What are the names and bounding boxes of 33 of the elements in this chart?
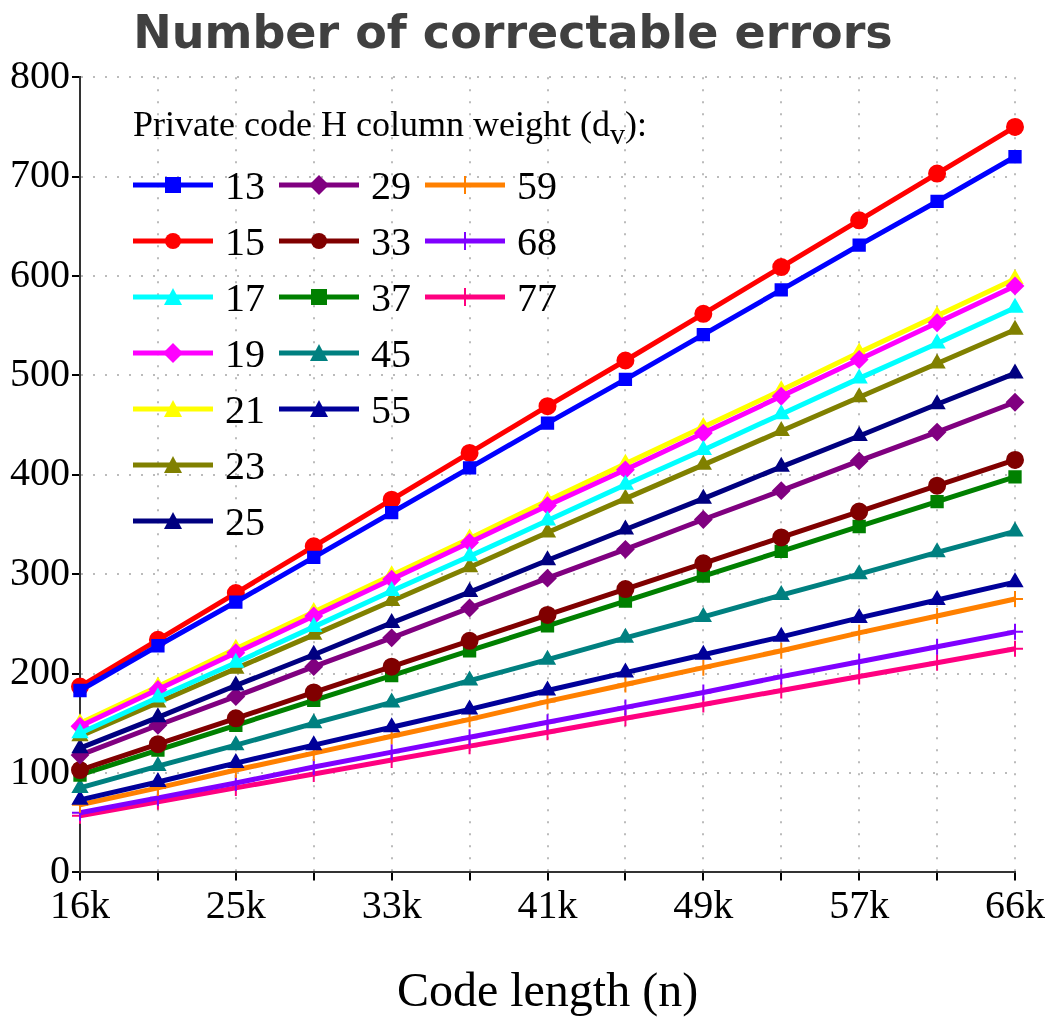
legend-label: 19 — [225, 329, 265, 377]
y-tick-label: 700 — [10, 151, 70, 197]
y-tick-label: 300 — [10, 548, 70, 594]
legend-label: 55 — [371, 385, 411, 433]
x-tick-label: 66k — [985, 881, 1045, 927]
y-tick-label: 800 — [10, 51, 70, 97]
x-tick-label: 33k — [361, 881, 422, 927]
y-tick-label: 500 — [10, 349, 70, 395]
legend-label: 59 — [517, 161, 557, 209]
x-axis-title: Code length (n) — [396, 962, 699, 1017]
legend-label: 25 — [225, 497, 265, 545]
legend-title: Private code H column weight (d$_{v}$): — [133, 103, 647, 152]
legend-label: 37 — [371, 273, 411, 321]
legend-label: 33 — [371, 217, 411, 265]
legend-label: 21 — [225, 385, 265, 433]
x-tick-label: 41k — [517, 881, 578, 927]
y-tick-label: 400 — [10, 449, 70, 495]
y-tick-label: 0 — [50, 846, 70, 892]
legend-label: 13 — [225, 161, 265, 209]
legend-label: 17 — [225, 273, 265, 321]
legend-label: 45 — [371, 329, 411, 377]
x-tick-label: 25k — [205, 881, 266, 927]
legend-label: 23 — [225, 441, 265, 489]
legend-label: 77 — [517, 273, 557, 321]
y-tick-label: 200 — [10, 648, 70, 694]
legend-label: 15 — [225, 217, 265, 265]
x-tick-label: 57k — [829, 881, 890, 927]
y-tick-label: 100 — [10, 747, 70, 793]
legend-label: 68 — [517, 217, 557, 265]
chart-title: Number of correctable errors — [133, 4, 893, 59]
legend-label: 29 — [371, 161, 411, 209]
x-tick-label: 49k — [673, 881, 734, 927]
y-tick-label: 600 — [10, 250, 70, 296]
